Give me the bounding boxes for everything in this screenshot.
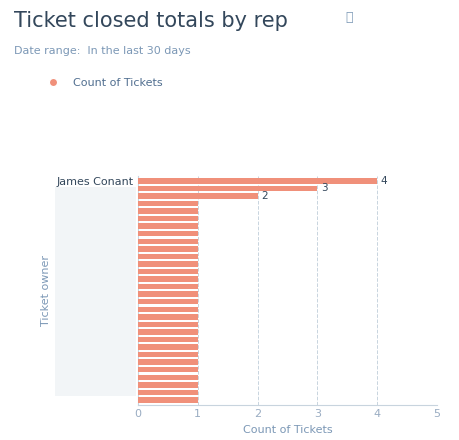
Bar bbox=[138, 382, 197, 388]
Bar bbox=[138, 246, 197, 252]
Text: 3: 3 bbox=[320, 183, 327, 194]
Bar bbox=[138, 238, 197, 244]
Text: 2: 2 bbox=[261, 191, 267, 201]
Bar bbox=[138, 178, 376, 183]
Text: ⓘ: ⓘ bbox=[344, 11, 352, 24]
Bar bbox=[138, 397, 197, 403]
Bar bbox=[138, 231, 197, 236]
Bar bbox=[138, 193, 257, 199]
Bar bbox=[138, 345, 197, 350]
Bar bbox=[138, 209, 197, 214]
Bar bbox=[138, 216, 197, 221]
Bar bbox=[138, 314, 197, 319]
Bar bbox=[138, 291, 197, 297]
Text: 4: 4 bbox=[380, 176, 386, 186]
Bar bbox=[138, 367, 197, 372]
Bar bbox=[138, 224, 197, 229]
Bar bbox=[138, 269, 197, 274]
Bar bbox=[138, 337, 197, 342]
Bar bbox=[138, 307, 197, 312]
Bar bbox=[138, 186, 317, 191]
Legend: Count of Tickets: Count of Tickets bbox=[38, 74, 167, 93]
X-axis label: Count of Tickets: Count of Tickets bbox=[242, 425, 331, 435]
Bar bbox=[138, 254, 197, 259]
Y-axis label: Ticket owner: Ticket owner bbox=[41, 255, 51, 326]
Bar bbox=[138, 352, 197, 357]
Bar bbox=[138, 374, 197, 380]
Text: Ticket closed totals by rep: Ticket closed totals by rep bbox=[14, 11, 287, 31]
Bar bbox=[138, 201, 197, 206]
Bar bbox=[138, 299, 197, 304]
Bar bbox=[138, 261, 197, 267]
Text: Date range:  In the last 30 days: Date range: In the last 30 days bbox=[14, 46, 190, 56]
Bar bbox=[138, 276, 197, 282]
Bar bbox=[138, 284, 197, 290]
Bar bbox=[138, 329, 197, 335]
Bar bbox=[138, 390, 197, 395]
Bar bbox=[138, 359, 197, 365]
Bar bbox=[138, 322, 197, 327]
